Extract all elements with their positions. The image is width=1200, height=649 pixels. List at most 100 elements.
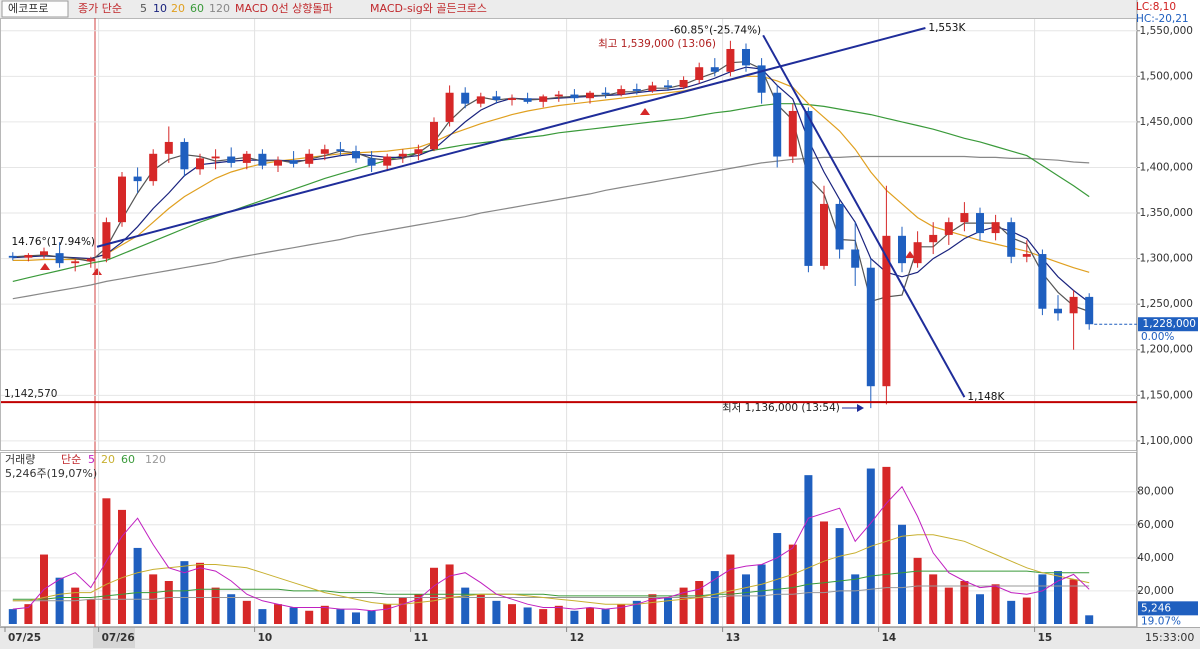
x-tick-label: 13: [726, 632, 741, 644]
x-tick-label: 11: [414, 632, 429, 644]
signal-label: MACD-sig와 골든크로스: [370, 2, 487, 15]
y-tick-label: 1,200,000: [1140, 344, 1193, 356]
volume-bar: [398, 597, 407, 624]
volume-bar: [71, 587, 80, 624]
candle-body: [866, 267, 875, 387]
symbol-box[interactable]: [1, 0, 69, 18]
candle-body: [648, 85, 657, 91]
candle-body: [804, 110, 813, 266]
candle-body: [461, 92, 470, 104]
candle-body: [742, 48, 750, 66]
volume-bar: [742, 574, 750, 624]
candle-body: [196, 158, 204, 170]
x-tick-label: 10: [258, 632, 273, 644]
toolbar: [0, 0, 1137, 18]
trend-line: [762, 34, 966, 398]
signal-arrow: [92, 268, 102, 275]
volume-bar: [586, 607, 594, 624]
candle-body: [258, 153, 267, 166]
volume-bar: [336, 609, 345, 624]
volume-bar: [211, 587, 220, 624]
volume-bar: [118, 509, 126, 624]
volume-bar: [492, 600, 501, 624]
trend-label: 14.76°(17.94%): [11, 236, 95, 248]
volume-bar: [898, 524, 906, 624]
y-tick-label: 1,150,000: [1140, 389, 1193, 401]
candle-body: [86, 258, 95, 262]
volume-bar: [1085, 615, 1094, 624]
volume-bar: [508, 604, 516, 624]
volume-bar: [164, 581, 173, 624]
candle-body: [835, 203, 844, 250]
volume-bar: [24, 604, 33, 624]
last-price-label: 1,228,000: [1143, 318, 1196, 330]
candle-body: [913, 242, 922, 264]
candle-body: [164, 141, 173, 154]
volume-bar: [274, 604, 282, 624]
y-tick-label: 20,000: [1137, 585, 1174, 597]
candle-body: [508, 98, 516, 101]
legend-item: 10: [153, 2, 167, 15]
volume-bar: [757, 564, 766, 624]
volume-ma-line: [12, 485, 1090, 612]
symbol[interactable]: 에코프로: [8, 2, 48, 15]
candle-body: [632, 89, 641, 91]
candle-body: [211, 156, 220, 159]
volume-bar: [258, 609, 267, 624]
volume-bar: [804, 475, 813, 624]
ma-line: [12, 103, 1090, 282]
ma-label: 종가 단순: [78, 2, 122, 15]
y-tick-label: 1,300,000: [1140, 253, 1193, 265]
trend-line: [96, 27, 926, 248]
volume-bar: [570, 610, 579, 624]
legend-item: 20: [101, 453, 115, 466]
candle-body: [757, 65, 766, 93]
last-price-change: 0.00%: [1141, 331, 1174, 343]
x-tick-label: 15: [1038, 632, 1053, 644]
volume-bar: [1007, 600, 1016, 624]
volume-bar: [430, 567, 438, 624]
volume-ma-label: 단순: [61, 453, 81, 466]
low-label: 최저 1,136,000 (13:54): [722, 402, 840, 414]
candle-body: [679, 79, 688, 88]
legend-item: 20: [171, 2, 185, 15]
y-tick-label: 1,400,000: [1140, 161, 1193, 173]
candle-body: [601, 92, 610, 95]
volume-bar: [8, 609, 17, 624]
trend-end-label: 1,553K: [928, 22, 966, 34]
volume-bar: [383, 604, 392, 624]
volume-bar: [991, 584, 1000, 624]
candle-body: [1069, 296, 1078, 314]
volume-bar: [851, 574, 860, 624]
volume-title: 거래량: [5, 453, 35, 466]
candle-body: [242, 153, 251, 163]
candle-body: [102, 222, 111, 259]
candle-body: [944, 222, 953, 235]
volume-bar: [367, 610, 376, 624]
candle-body: [523, 98, 532, 102]
candle-body: [180, 141, 189, 170]
volume-bar: [242, 600, 251, 624]
candle-body: [1007, 222, 1016, 257]
x-tick-label: 07/26: [102, 632, 135, 644]
ma-line: [12, 61, 1090, 313]
candle-body: [227, 156, 236, 163]
y-tick-label: 1,450,000: [1140, 116, 1193, 128]
y-tick-label: 80,000: [1137, 486, 1174, 498]
candle-body: [960, 213, 969, 223]
time-label: 15:33:00: [1145, 631, 1194, 644]
volume-bar: [679, 587, 688, 624]
y-tick-label: 1,550,000: [1140, 25, 1193, 37]
y-tick-label: 1,250,000: [1140, 298, 1193, 310]
y-tick-label: 1,350,000: [1140, 207, 1193, 219]
x-tick-label: 14: [882, 632, 897, 644]
candle-body: [383, 156, 392, 166]
candle-body: [882, 235, 891, 387]
legend-item: 60: [121, 453, 135, 466]
high-label: 최고 1,539,000 (13:06): [598, 38, 716, 50]
candle-body: [726, 48, 735, 72]
candle-body: [898, 235, 906, 264]
candle-body: [430, 121, 438, 150]
volume-bar: [773, 533, 782, 624]
